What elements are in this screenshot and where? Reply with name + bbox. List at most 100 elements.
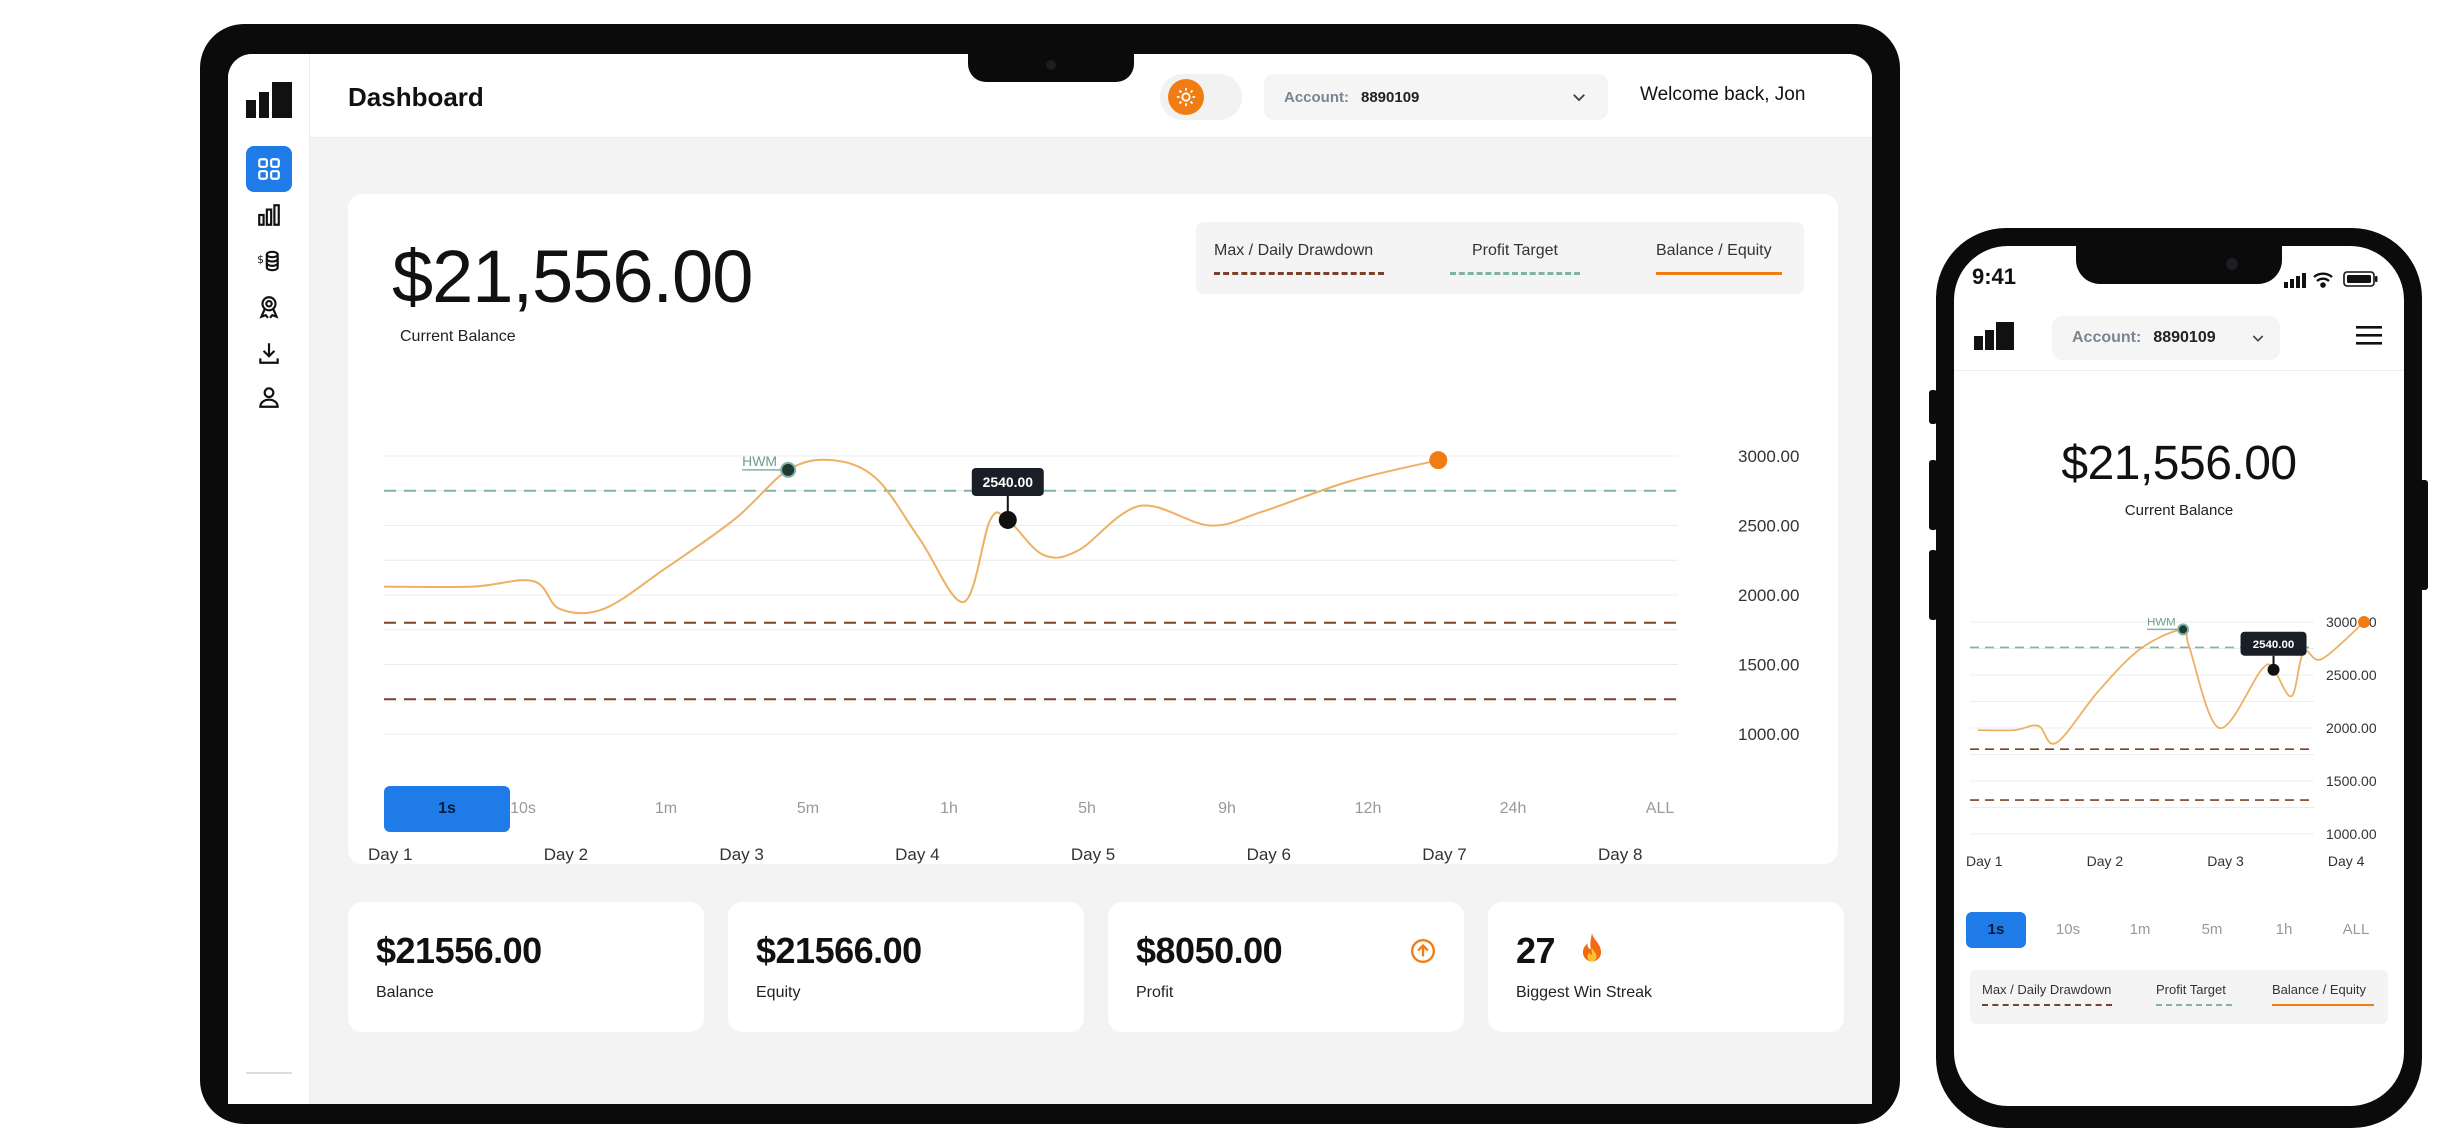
legend-balance-equity-swatch <box>2272 1004 2374 1006</box>
phone-screen: 9:41 Account: 8890109 $21,556.00 Current… <box>1954 246 2404 1106</box>
timeframe-1h[interactable]: 1h <box>2275 921 2293 938</box>
bar-chart-icon <box>258 204 280 226</box>
balance-equity-line <box>383 458 1439 615</box>
x-tick-label: Day 1 <box>1966 853 2003 869</box>
timeframe-all[interactable]: ALL <box>2342 921 2370 938</box>
current-balance-value: $21,556.00 <box>392 235 753 318</box>
stat-label: Balance <box>376 984 434 1001</box>
x-tick-label: Day 3 <box>719 845 763 864</box>
latest-point <box>1429 451 1448 470</box>
divider <box>1954 370 2404 371</box>
phone-side-button <box>1929 390 1937 424</box>
nav-downloads[interactable] <box>246 330 292 376</box>
timeframe-10s[interactable]: 10s <box>510 800 536 817</box>
user-icon <box>259 387 279 408</box>
account-label: Account: <box>2072 329 2142 346</box>
stat-value: 27 <box>1516 930 1556 971</box>
laptop-notch <box>968 50 1134 82</box>
account-select[interactable]: Account: 8890109 <box>2052 316 2280 360</box>
nav-dashboard[interactable] <box>246 146 292 192</box>
download-icon <box>259 343 279 364</box>
timeframe-1m[interactable]: 1m <box>2129 921 2151 938</box>
y-tick-label: 1000.00 <box>1738 725 1799 744</box>
phone-notch <box>2076 246 2282 284</box>
hwm-point <box>2177 623 2190 636</box>
legend-drawdown[interactable]: Max / Daily Drawdown <box>1214 242 1374 259</box>
camera <box>1046 60 1056 70</box>
timeframe-12h[interactable]: 12h <box>1354 800 1382 817</box>
legend-profit-target[interactable]: Profit Target <box>2156 982 2226 997</box>
stat-value: $21566.00 <box>756 930 922 971</box>
y-tick-label: 1500.00 <box>2326 773 2377 789</box>
theme-toggle[interactable] <box>1160 74 1242 120</box>
tooltip-point <box>2267 663 2280 676</box>
current-balance-value: $21,556.00 <box>2061 437 2297 490</box>
signal-icon <box>2284 273 2306 288</box>
legend-balance-equity[interactable]: Balance / Equity <box>2272 982 2366 997</box>
x-tick-label: Day 4 <box>2328 853 2365 869</box>
brand-logo[interactable] <box>1974 322 2014 350</box>
x-tick-label: Day 2 <box>2087 853 2124 869</box>
legend-profit-target[interactable]: Profit Target <box>1472 242 1558 259</box>
stat-card-balance: $21556.00 Balance <box>348 902 704 1032</box>
award-icon <box>259 296 279 319</box>
current-balance-caption: Current Balance <box>400 328 516 345</box>
welcome-text: Welcome back, Jon <box>1640 84 1806 105</box>
y-tick-label: 2500.00 <box>2326 667 2377 683</box>
chart-legend: Max / Daily Drawdown Profit Target Balan… <box>1970 970 2388 1024</box>
stat-label: Biggest Win Streak <box>1516 984 1653 1001</box>
account-value: 8890109 <box>2153 329 2216 346</box>
nav-analytics[interactable] <box>246 192 292 238</box>
account-select[interactable]: Account: 8890109 <box>1264 74 1608 120</box>
legend-balance-equity[interactable]: Balance / Equity <box>1656 242 1772 259</box>
legend-balance-equity-swatch <box>1656 272 1782 275</box>
phone-side-button <box>1929 550 1937 620</box>
nav-payouts[interactable]: $ <box>246 238 292 284</box>
tooltip-value: 2540.00 <box>2253 639 2294 651</box>
nav-profile[interactable] <box>246 374 292 420</box>
timeframe-5m[interactable]: 5m <box>2201 921 2223 938</box>
y-tick-label: 3000.00 <box>1738 447 1799 466</box>
legend-profit-target-swatch <box>1450 272 1580 275</box>
status-icons <box>2284 271 2378 288</box>
timeframe-1s[interactable]: 1s <box>384 786 510 832</box>
y-tick-label: 2000.00 <box>1738 586 1799 605</box>
nav-certificates[interactable] <box>246 284 292 330</box>
timeframe-1h[interactable]: 1h <box>940 800 958 817</box>
legend-drawdown-swatch <box>1982 1004 2112 1006</box>
arrow-up-circle-icon <box>1410 938 1436 964</box>
timeframe-all[interactable]: ALL <box>1645 800 1675 817</box>
timeframe-10s[interactable]: 10s <box>2055 921 2081 938</box>
divider <box>246 1072 292 1074</box>
timeframe-5h[interactable]: 5h <box>1078 800 1096 817</box>
brand-logo[interactable] <box>246 82 294 118</box>
balance-line-chart: 3000.00 2500.00 2000.00 1500.00 1000.00 Day 1… <box>368 447 1799 864</box>
y-tick-label: 2500.00 <box>1738 516 1799 535</box>
y-tick-label: 1000.00 <box>2326 826 2377 842</box>
x-tick-label: Day 2 <box>544 845 588 864</box>
hwm-label: HWM <box>2147 616 2176 628</box>
hwm-point <box>780 461 797 478</box>
timeframe-5m[interactable]: 5m <box>796 800 820 817</box>
x-tick-label: Day 4 <box>895 845 939 864</box>
chevron-down-icon <box>1573 94 1585 102</box>
hamburger-menu-icon[interactable] <box>2356 324 2382 346</box>
timeframe-1s[interactable]: 1s <box>1966 912 2026 948</box>
x-tick-label: Day 7 <box>1422 845 1466 864</box>
laptop-screen: $ Dashboard Account: 8890109 Welcome bac… <box>228 54 1872 1104</box>
latest-point <box>2358 616 2370 628</box>
flame-icon <box>1582 933 1602 962</box>
legend-drawdown[interactable]: Max / Daily Drawdown <box>1982 982 2112 997</box>
timeframe-1m[interactable]: 1m <box>654 800 678 817</box>
stat-card-profit: $8050.00 Profit <box>1108 902 1464 1032</box>
timeframe-24h[interactable]: 24h <box>1499 800 1527 817</box>
y-tick-label: 1500.00 <box>1738 655 1799 674</box>
stat-card-equity: $21566.00 Equity <box>728 902 1084 1032</box>
x-tick-label: Day 3 <box>2207 853 2244 869</box>
phone-side-button <box>1929 460 1937 530</box>
wifi-icon <box>2313 272 2333 288</box>
timeframe-9h[interactable]: 9h <box>1218 800 1236 817</box>
legend-drawdown-swatch <box>1214 272 1384 275</box>
tooltip-box <box>2240 631 2307 656</box>
tooltip-point <box>998 510 1017 529</box>
